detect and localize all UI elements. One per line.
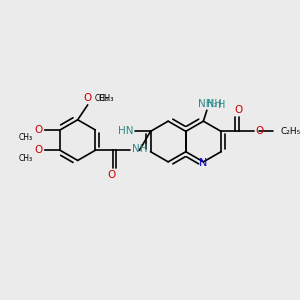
Text: CH₃: CH₃ xyxy=(19,133,33,142)
Text: O: O xyxy=(234,105,243,115)
Text: O: O xyxy=(108,170,116,180)
Text: CH₃: CH₃ xyxy=(94,94,109,103)
Text: NH: NH xyxy=(207,99,222,109)
Text: O: O xyxy=(34,145,43,155)
Text: O: O xyxy=(83,93,92,103)
Text: C₂H₅: C₂H₅ xyxy=(280,127,300,136)
Text: O: O xyxy=(256,126,264,136)
Text: H: H xyxy=(218,100,225,110)
Text: NH₂: NH₂ xyxy=(198,99,218,109)
Text: O: O xyxy=(34,125,43,135)
Text: HN: HN xyxy=(118,126,133,136)
Text: NH: NH xyxy=(132,144,147,154)
Text: CH₃: CH₃ xyxy=(19,154,33,163)
Text: CH₃: CH₃ xyxy=(98,94,114,103)
Text: N: N xyxy=(199,158,208,168)
